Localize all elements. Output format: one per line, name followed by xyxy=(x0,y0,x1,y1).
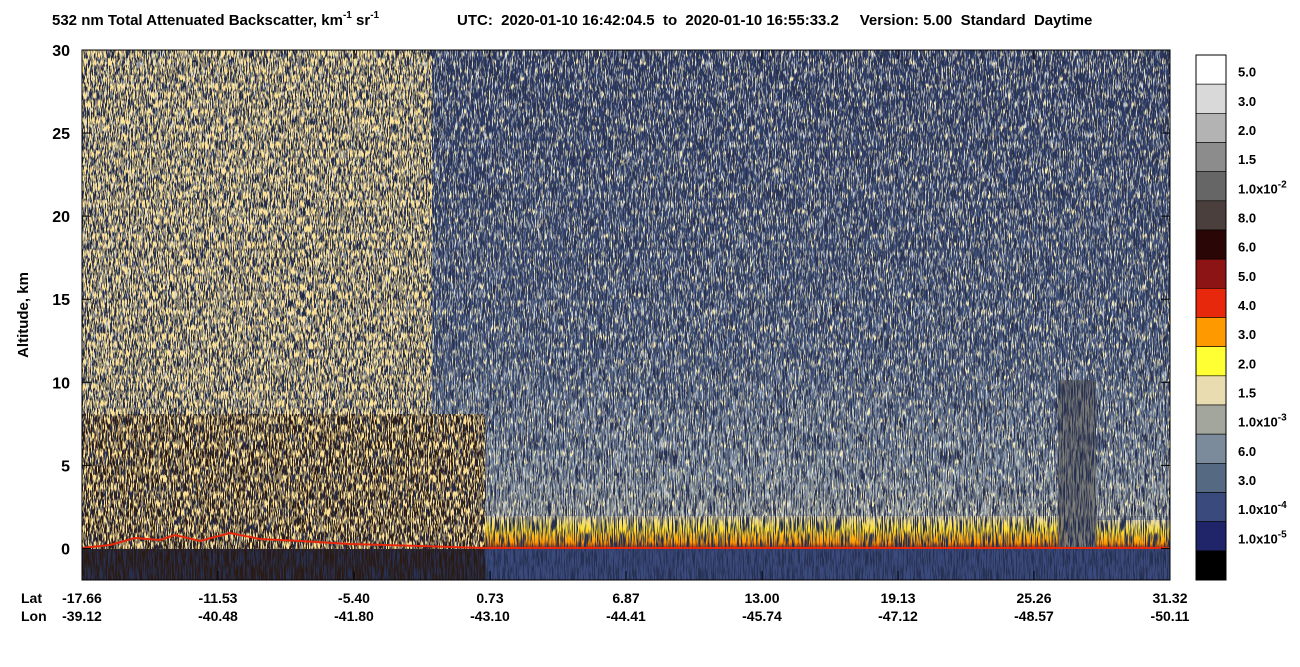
curtain-image xyxy=(81,49,1171,581)
x-tick-label: -43.10 xyxy=(470,608,510,624)
y-axis-label: Altitude, km xyxy=(15,272,32,358)
x-row-name: Lat xyxy=(21,590,42,606)
colorbar-swatch xyxy=(1195,288,1227,318)
x-tick-label: -5.40 xyxy=(338,590,370,606)
colorbar-swatch xyxy=(1195,200,1227,231)
x-tick-label: 13.00 xyxy=(744,590,779,606)
chart-subtitle: UTC: 2020-01-10 16:42:04.5 to 2020-01-10… xyxy=(457,12,1092,29)
colorbar-label: 1.5 xyxy=(1238,385,1256,400)
colorbar-swatch xyxy=(1195,258,1227,289)
title-superscript: -1 xyxy=(370,10,379,21)
x-tick-label: -17.66 xyxy=(62,590,102,606)
colorbar-label-exponent: -2 xyxy=(1278,179,1287,190)
colorbar-swatch xyxy=(1195,492,1227,522)
colorbar-swatch xyxy=(1195,550,1227,581)
y-tick-label: 20 xyxy=(52,209,70,226)
y-tick-label: 15 xyxy=(52,292,70,309)
colorbar-label-base: 1.0x10 xyxy=(1238,531,1278,546)
colorbar-label-exponent: -4 xyxy=(1278,500,1287,511)
colorbar-swatch xyxy=(1195,54,1227,85)
colorbar-label: 3.0 xyxy=(1238,473,1256,488)
title-text: 532 nm Total Attenuated Backscatter, km xyxy=(52,12,343,29)
y-tick-label: 25 xyxy=(52,126,70,143)
x-tick-label: 6.87 xyxy=(612,590,639,606)
x-row-name: Lon xyxy=(21,608,47,624)
colorbar-swatch xyxy=(1195,375,1227,406)
colorbar-swatch xyxy=(1195,346,1227,377)
colorbar-label: 1.5 xyxy=(1238,152,1256,167)
colorbar-label-base: 1.0x10 xyxy=(1238,502,1278,517)
colorbar-label: 5.0 xyxy=(1238,65,1256,80)
colorbar-label: 6.0 xyxy=(1238,444,1256,459)
colorbar-swatch xyxy=(1195,463,1227,493)
colorbar-label: 5.0 xyxy=(1238,269,1256,284)
colorbar-label: 6.0 xyxy=(1238,240,1256,255)
colorbar-swatch xyxy=(1195,229,1227,260)
colorbar-label: 2.0 xyxy=(1238,123,1256,138)
colorbar-swatch xyxy=(1195,404,1227,435)
title-text: sr xyxy=(352,12,371,29)
colorbar-swatch xyxy=(1195,521,1227,552)
colorbar-label: 3.0 xyxy=(1238,94,1256,109)
colorbar-frame xyxy=(1195,54,1227,581)
y-tick-label: 10 xyxy=(52,375,70,392)
x-tick-label: -50.11 xyxy=(1151,608,1190,624)
x-tick-label: -48.57 xyxy=(1014,608,1054,624)
colorbar-swatch xyxy=(1195,171,1227,202)
x-tick-label: -47.12 xyxy=(878,608,918,624)
colorbar-label: 8.0 xyxy=(1238,210,1256,225)
colorbar-swatch xyxy=(1195,317,1227,347)
colorbar-label-base: 1.0x10 xyxy=(1238,181,1278,196)
x-tick-label: -45.74 xyxy=(742,608,782,624)
x-tick-label: -39.12 xyxy=(62,608,102,624)
colorbar-swatch xyxy=(1195,113,1227,143)
x-tick-label: -44.41 xyxy=(606,608,646,624)
x-tick-label: -41.80 xyxy=(334,608,374,624)
x-tick-label: -11.53 xyxy=(199,590,238,606)
x-tick-label: 19.13 xyxy=(880,590,915,606)
colorbar-label-exponent: -3 xyxy=(1278,413,1287,424)
x-tick-label: 31.32 xyxy=(1152,590,1187,606)
colorbar-swatch xyxy=(1195,83,1227,114)
y-tick-label: 0 xyxy=(61,541,70,558)
chart-title: 532 nm Total Attenuated Backscatter, km-… xyxy=(52,10,380,29)
colorbar-label-base: 1.0x10 xyxy=(1238,415,1278,430)
colorbar-label-exponent: -5 xyxy=(1278,529,1287,540)
y-tick-label: 30 xyxy=(52,43,70,60)
colorbar-label: 1.0x10-5 xyxy=(1238,529,1287,546)
colorbar-label: 1.0x10-3 xyxy=(1238,413,1287,430)
title-superscript: -1 xyxy=(343,10,352,21)
x-tick-label: 25.26 xyxy=(1016,590,1051,606)
y-tick-label: 5 xyxy=(61,458,70,475)
colorbar-label: 4.0 xyxy=(1238,298,1256,313)
colorbar-label: 3.0 xyxy=(1238,327,1256,342)
colorbar-swatch xyxy=(1195,142,1227,172)
colorbar-label: 1.0x10-4 xyxy=(1238,500,1287,517)
x-tick-label: 0.73 xyxy=(476,590,503,606)
colorbar-label: 1.0x10-2 xyxy=(1238,179,1287,196)
x-tick-label: -40.48 xyxy=(198,608,238,624)
colorbar-swatch xyxy=(1195,433,1227,464)
colorbar-label: 2.0 xyxy=(1238,356,1256,371)
